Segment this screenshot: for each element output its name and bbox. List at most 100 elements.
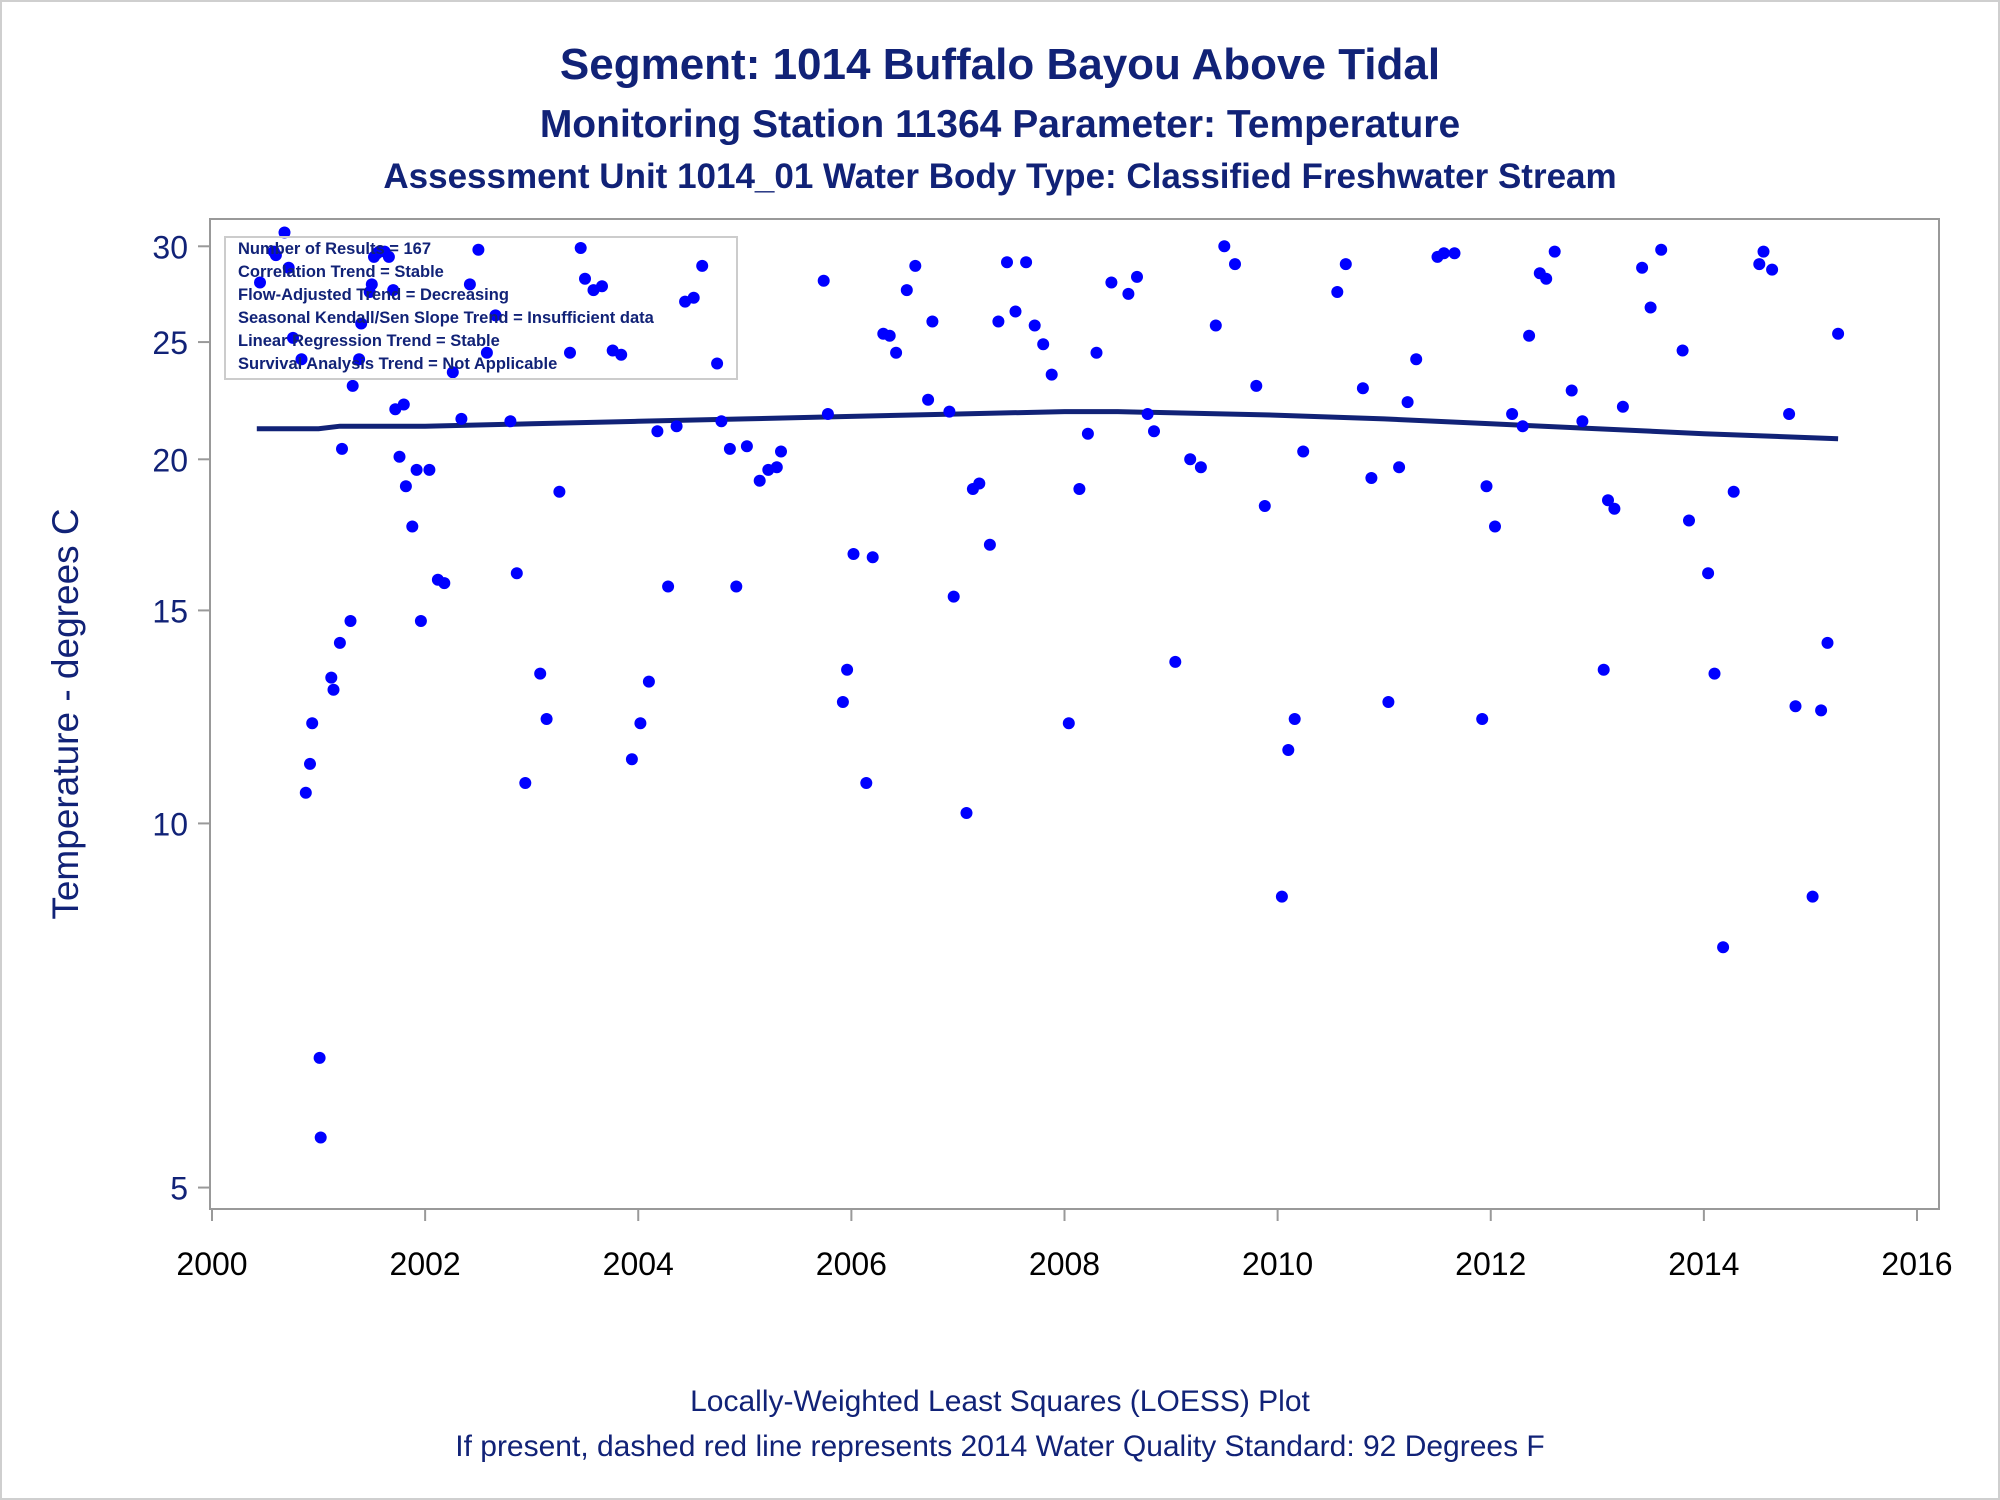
data-point bbox=[269, 249, 282, 262]
footnote-plot-type: Locally-Weighted Least Squares (LOESS) P… bbox=[690, 1385, 1310, 1418]
data-point bbox=[306, 717, 319, 730]
data-point bbox=[333, 636, 346, 649]
data-point bbox=[890, 346, 903, 359]
data-point bbox=[1393, 461, 1406, 474]
data-point bbox=[634, 717, 647, 730]
x-tick-label: 2012 bbox=[1455, 1246, 1526, 1282]
data-point bbox=[287, 331, 299, 344]
data-point bbox=[1382, 696, 1395, 708]
stats-box: Number of Results = 167 Correlation Tren… bbox=[224, 236, 738, 380]
data-point bbox=[344, 615, 357, 627]
data-point bbox=[909, 259, 922, 272]
data-point bbox=[1169, 655, 1182, 668]
data-point bbox=[615, 348, 628, 361]
data-point bbox=[1753, 258, 1766, 271]
data-point bbox=[1081, 427, 1094, 440]
data-point bbox=[553, 485, 566, 498]
data-point bbox=[393, 450, 406, 463]
chart-title: Segment: 1014 Buffalo Bayou Above Tidal bbox=[559, 40, 1441, 89]
data-point bbox=[1020, 256, 1033, 269]
stat-linear-regression-trend: Linear Regression Trend = Stable bbox=[238, 332, 500, 350]
data-point bbox=[1602, 494, 1614, 507]
data-point bbox=[1229, 258, 1241, 271]
stat-seasonal-kendall-trend: Seasonal Kendall/Sen Slope Trend = Insuf… bbox=[238, 309, 654, 327]
loess-layer bbox=[256, 409, 1839, 442]
data-point bbox=[282, 261, 295, 274]
data-point bbox=[295, 353, 308, 366]
data-point bbox=[1148, 425, 1160, 438]
data-point bbox=[1288, 713, 1301, 725]
data-point bbox=[1105, 276, 1118, 289]
data-point bbox=[1540, 272, 1553, 285]
data-point bbox=[480, 346, 493, 359]
data-point bbox=[960, 807, 973, 819]
data-point bbox=[254, 276, 266, 289]
data-point bbox=[817, 274, 830, 287]
data-point bbox=[1815, 704, 1828, 717]
data-point bbox=[1339, 258, 1352, 271]
data-point bbox=[1037, 338, 1050, 351]
y-axis-label: Temperature - degrees C bbox=[45, 508, 86, 919]
x-tick-label: 2008 bbox=[1029, 1246, 1100, 1282]
data-point bbox=[1821, 636, 1834, 649]
data-point bbox=[1073, 483, 1086, 495]
data-point bbox=[696, 259, 709, 272]
data-point bbox=[983, 538, 996, 551]
data-point bbox=[1683, 514, 1695, 527]
y-tick-label: 25 bbox=[152, 325, 188, 361]
data-point bbox=[1141, 408, 1154, 420]
data-point bbox=[410, 463, 423, 476]
data-point bbox=[397, 398, 410, 411]
data-point bbox=[534, 667, 547, 680]
data-point bbox=[438, 577, 451, 590]
data-point bbox=[625, 753, 638, 766]
data-point bbox=[900, 284, 913, 297]
data-point bbox=[1001, 256, 1013, 269]
data-point bbox=[510, 567, 523, 580]
x-tick-label: 2014 bbox=[1668, 1246, 1739, 1282]
data-point bbox=[1832, 327, 1845, 340]
x-tick-label: 2000 bbox=[176, 1246, 247, 1282]
data-point bbox=[1282, 744, 1295, 756]
data-point bbox=[346, 379, 359, 392]
data-point bbox=[336, 442, 348, 455]
data-point bbox=[973, 477, 986, 490]
y-tick-label: 20 bbox=[152, 442, 188, 478]
data-point bbox=[753, 474, 766, 487]
data-point bbox=[406, 520, 419, 533]
data-points bbox=[254, 226, 1845, 1144]
data-point bbox=[463, 278, 476, 291]
data-point bbox=[775, 445, 787, 458]
data-point bbox=[1437, 247, 1450, 260]
data-point bbox=[1090, 346, 1103, 359]
plot-area bbox=[209, 218, 1940, 1210]
data-point bbox=[715, 415, 728, 428]
data-point bbox=[770, 461, 783, 474]
data-point bbox=[574, 242, 587, 254]
data-point bbox=[1702, 567, 1715, 580]
stat-correlation-trend: Correlation Trend = Stable bbox=[238, 263, 444, 281]
data-point bbox=[922, 393, 935, 406]
data-point bbox=[1636, 261, 1649, 274]
data-point bbox=[1062, 717, 1075, 730]
x-axis: 2000 2002 2004 2006 2008 2010 2012 2014 2016 bbox=[176, 1209, 1953, 1282]
data-point bbox=[1708, 667, 1721, 680]
data-point bbox=[399, 480, 412, 493]
data-point bbox=[1717, 941, 1730, 954]
data-point bbox=[1209, 319, 1222, 332]
data-point bbox=[841, 663, 854, 676]
data-point bbox=[489, 309, 502, 322]
x-tick-label: 2002 bbox=[390, 1246, 461, 1282]
data-point bbox=[1608, 502, 1621, 515]
data-point bbox=[836, 696, 849, 708]
data-point bbox=[355, 317, 368, 330]
data-point bbox=[1506, 408, 1519, 420]
data-point bbox=[387, 284, 400, 297]
data-point bbox=[947, 590, 960, 603]
data-point bbox=[1184, 453, 1197, 466]
data-point bbox=[353, 353, 366, 366]
data-point bbox=[504, 415, 517, 428]
data-point bbox=[1523, 329, 1536, 342]
data-point bbox=[651, 425, 664, 438]
data-point bbox=[365, 278, 378, 291]
